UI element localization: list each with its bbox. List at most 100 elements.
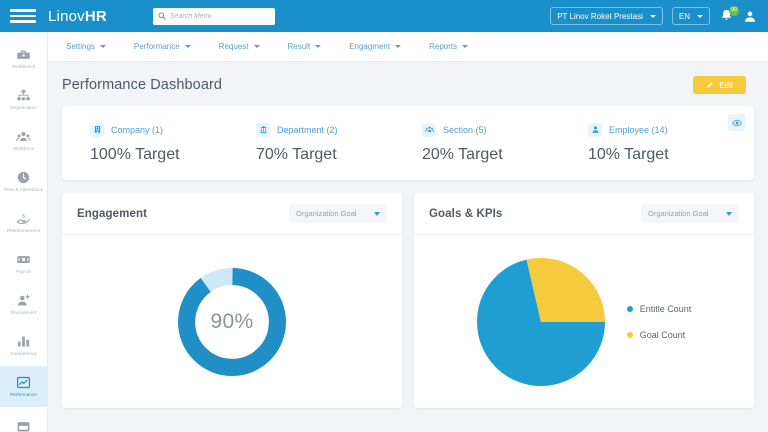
- secondary-navigation: Settings Performance Request Result Enga…: [48, 32, 768, 62]
- chevron-down-icon: [253, 45, 260, 48]
- stat-value: 70% Target: [256, 145, 337, 163]
- goals-card-title: Goals & KPIs: [429, 207, 503, 220]
- sidebar-label: Competency: [10, 351, 37, 357]
- workbench-icon: [17, 50, 30, 59]
- charts-row: Engagement Organization Goal 90%: [62, 193, 754, 408]
- sidebar-item-calendar[interactable]: [0, 407, 47, 432]
- goals-card-header: Goals & KPIs Organization Goal: [414, 193, 754, 235]
- sidebar-item-organization[interactable]: Organization: [0, 79, 47, 120]
- engagement-goal-select[interactable]: Organization Goal: [289, 204, 387, 223]
- page-title-row: Performance Dashboard Edit: [48, 62, 768, 94]
- chevron-down-icon: [184, 45, 191, 48]
- engagement-card-header: Engagement Organization Goal: [62, 193, 402, 235]
- svg-text:$: $: [22, 213, 26, 219]
- stat-label: Company (1): [111, 124, 164, 135]
- main-content: Performance Dashboard Edit Company (1) 1…: [48, 62, 768, 432]
- subnav-label: Settings: [66, 42, 95, 51]
- goals-goal-select[interactable]: Organization Goal: [641, 204, 739, 223]
- company-selector-label: PT Linov Roket Prestasi: [557, 11, 643, 21]
- chevron-down-icon: [395, 45, 402, 48]
- subnav-item-settings[interactable]: Settings: [66, 42, 106, 51]
- bank-icon: [256, 122, 270, 137]
- subnav-label: Result: [287, 42, 311, 51]
- sidebar-label: Reimbursement: [6, 228, 41, 234]
- stat-label: Employee (14): [609, 124, 668, 135]
- goals-legend: Entitle Count Goal Count: [626, 304, 692, 340]
- goals-chart-body: Entitle Count Goal Count: [414, 235, 754, 408]
- legend-label: Goal Count: [639, 329, 686, 340]
- sidebar-item-recruitment[interactable]: Recruitment: [0, 284, 47, 325]
- sidebar-item-workforce[interactable]: Workforce: [0, 120, 47, 161]
- goals-goal-select-value: Organization Goal: [648, 209, 709, 218]
- legend-color-swatch: [626, 331, 633, 338]
- sidebar-item-performance[interactable]: Performance: [0, 366, 47, 407]
- user-avatar-icon[interactable]: [743, 9, 757, 24]
- subnav-label: Engagment: [349, 42, 391, 51]
- company-selector[interactable]: PT Linov Roket Prestasi: [550, 7, 663, 25]
- stat-department[interactable]: Department (2) 70% Target: [242, 122, 408, 164]
- logo-light-text: Linov: [48, 7, 85, 25]
- user-plus-icon: [17, 294, 30, 306]
- sidebar-item-payroll[interactable]: Payroll: [0, 243, 47, 284]
- legend-item-goal-count[interactable]: Goal Count: [626, 329, 692, 340]
- visibility-toggle-button[interactable]: [728, 114, 745, 131]
- app-logo[interactable]: LinovHR: [48, 8, 107, 25]
- search-input[interactable]: [169, 12, 270, 20]
- sidebar-item-time-attendance[interactable]: Time & Attendance: [0, 161, 47, 202]
- bell-icon: [722, 9, 731, 20]
- clock-icon: [17, 172, 30, 184]
- stat-header: Employee (14): [588, 122, 740, 137]
- language-selector[interactable]: EN: [671, 7, 710, 25]
- sidebar-item-reimbursement[interactable]: $ Reimbursement: [0, 202, 47, 243]
- engagement-chart-body: 90%: [62, 235, 402, 408]
- subnav-label: Request: [218, 42, 249, 51]
- subnav-item-result[interactable]: Result: [288, 42, 322, 51]
- hand-money-icon: $: [16, 213, 30, 225]
- building-icon: [90, 122, 104, 137]
- bar-chart-icon: [17, 336, 30, 347]
- subnav-label: Reports: [429, 42, 458, 51]
- left-sidebar: Workbench Organization Workforce: [0, 32, 48, 432]
- performance-graph-icon: [16, 377, 31, 389]
- sidebar-label: Time & Attendance: [3, 187, 44, 193]
- sidebar-label: Workbench: [11, 64, 36, 70]
- goals-kpis-card: Goals & KPIs Organization Goal: [414, 193, 754, 408]
- pencil-icon: [707, 82, 714, 88]
- notification-badge: 99: [729, 6, 739, 16]
- stat-employee[interactable]: Employee (14) 10% Target: [574, 122, 740, 164]
- legend-item-entitle-count[interactable]: Entitle Count: [626, 304, 691, 314]
- subnav-item-engagment[interactable]: Engagment: [349, 42, 402, 51]
- subnav-item-request[interactable]: Request: [219, 42, 260, 51]
- search-box[interactable]: [152, 7, 275, 25]
- pie-area: Entitle Count Goal Count: [476, 257, 692, 386]
- sidebar-label: Recruitment: [10, 310, 37, 316]
- edit-button[interactable]: Edit: [693, 76, 746, 94]
- subnav-item-reports[interactable]: Reports: [429, 42, 469, 51]
- engagement-goal-select-value: Organization Goal: [296, 209, 357, 218]
- group-icon: [422, 122, 436, 137]
- search-icon: [158, 12, 166, 20]
- person-icon: [588, 122, 602, 137]
- org-chart-icon: [17, 90, 30, 101]
- stat-label: Section (5): [443, 124, 487, 135]
- sidebar-item-competency[interactable]: Competency: [0, 325, 47, 366]
- sidebar-label: Payroll: [16, 269, 31, 275]
- stat-company[interactable]: Company (1) 100% Target: [76, 122, 242, 164]
- hamburger-menu-icon[interactable]: [10, 9, 36, 23]
- top-right-controls: PT Linov Roket Prestasi EN 99: [550, 6, 768, 25]
- chevron-down-icon: [726, 211, 732, 216]
- subnav-item-performance[interactable]: Performance: [134, 42, 191, 51]
- goals-pie-chart: [476, 257, 605, 386]
- stat-value: 100% Target: [90, 145, 180, 163]
- stat-section[interactable]: Section (5) 20% Target: [408, 122, 574, 164]
- notification-button[interactable]: 99: [719, 6, 739, 24]
- chevron-down-icon: [374, 211, 380, 216]
- chevron-down-icon: [697, 14, 703, 18]
- chevron-down-icon: [315, 45, 322, 48]
- targets-summary-card: Company (1) 100% Target Department (2) 7…: [62, 106, 754, 180]
- stat-header: Company (1): [90, 122, 242, 137]
- sidebar-item-workbench[interactable]: Workbench: [0, 38, 47, 79]
- sidebar-label: Organization: [10, 105, 37, 111]
- stat-header: Department (2): [256, 122, 408, 137]
